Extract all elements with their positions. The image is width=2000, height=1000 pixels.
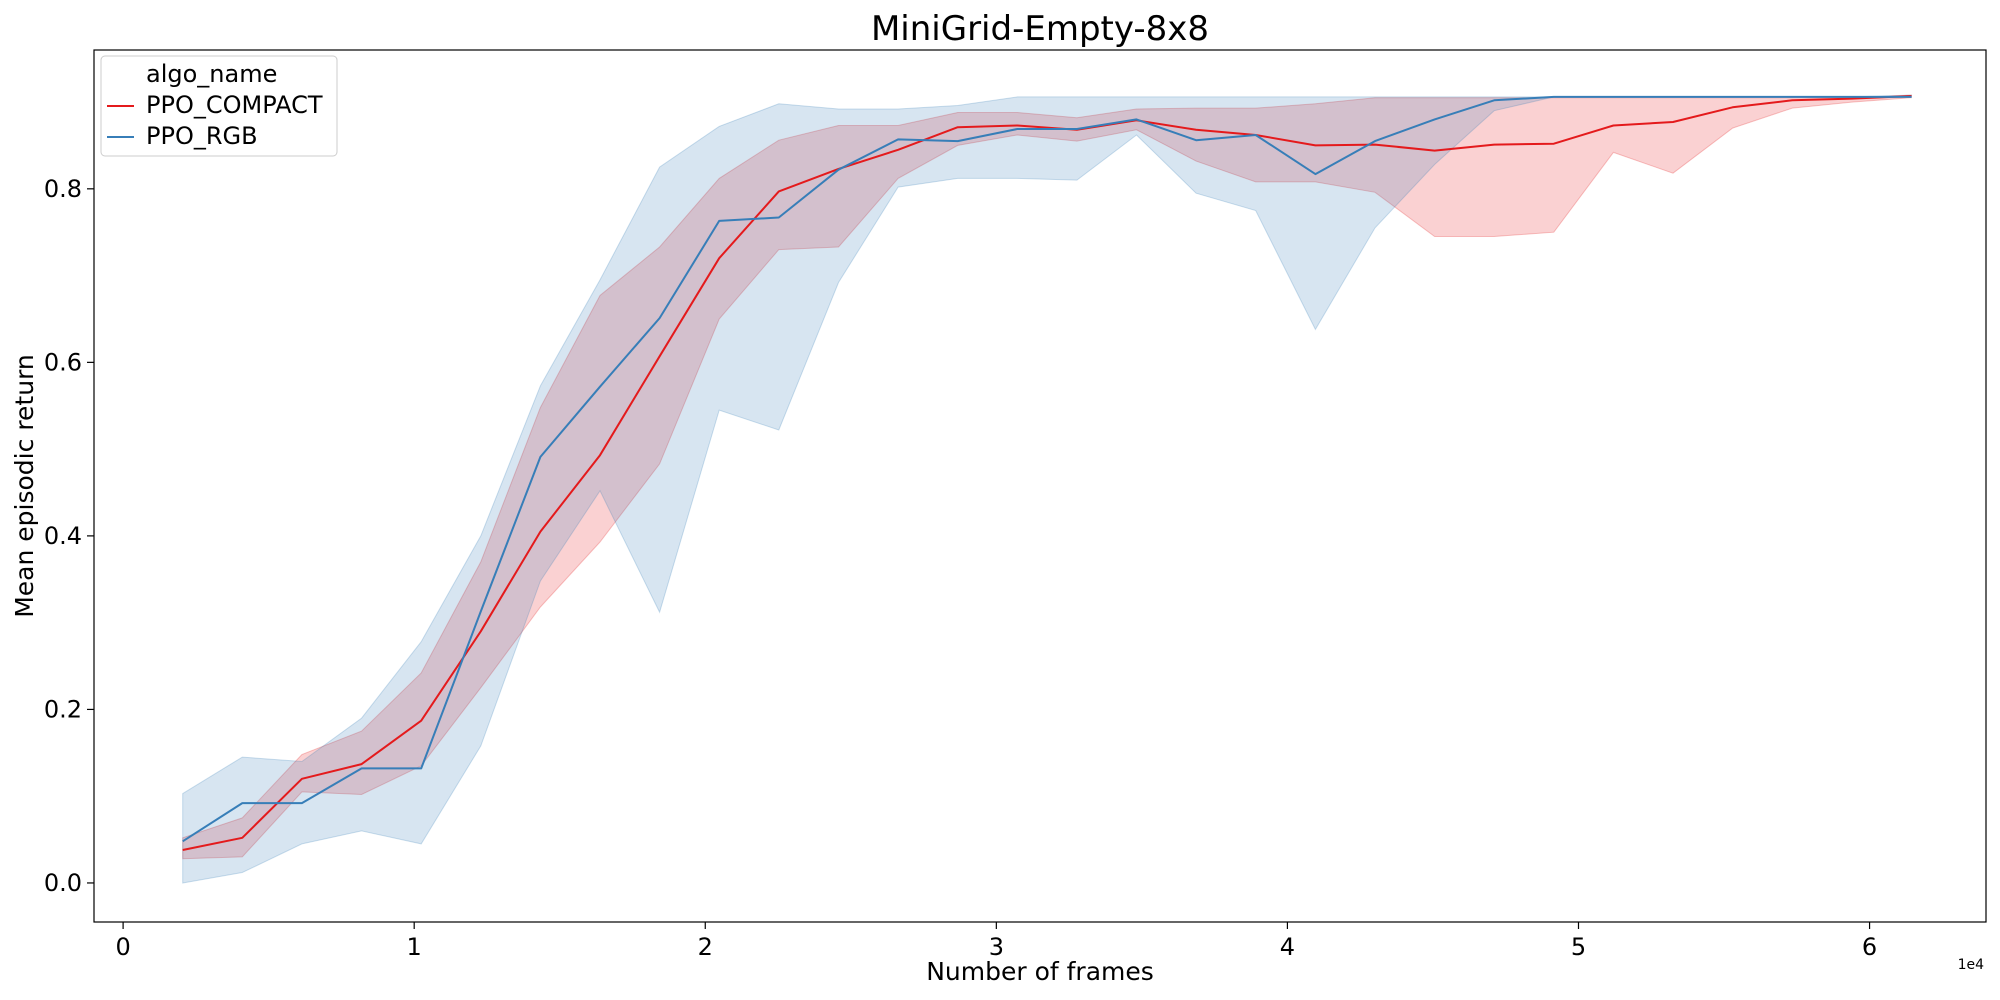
x-tick-label: 4 <box>1280 933 1295 961</box>
y-tick-label: 0.0 <box>44 869 82 897</box>
y-tick-label: 0.6 <box>44 348 82 376</box>
series-line-ppo-rgb <box>182 95 1912 843</box>
y-tick-label: 0.8 <box>44 175 82 203</box>
x-tick-label: 3 <box>989 933 1004 961</box>
series-line-ppo-compact <box>182 95 1912 851</box>
plot-frame <box>93 49 1987 923</box>
series-lines <box>182 95 1912 851</box>
x-tick-label: 1 <box>407 933 422 961</box>
chart-title: MiniGrid-Empty-8x8 <box>871 9 1209 49</box>
legend-title: algo_name <box>146 60 277 88</box>
x-tick-label: 0 <box>115 933 130 961</box>
legend-label-ppo-rgb: PPO_RGB <box>146 122 258 150</box>
y-axis-ticks: 0.0 0.2 0.4 0.6 0.8 <box>44 175 94 897</box>
x-axis-ticks: 0 1 2 3 4 5 6 <box>115 922 1877 961</box>
x-tick-label: 2 <box>698 933 713 961</box>
legend-label-ppo-compact: PPO_COMPACT <box>146 91 323 119</box>
confidence-bands <box>182 94 1912 884</box>
x-tick-label: 6 <box>1862 933 1877 961</box>
legend-box <box>100 55 338 157</box>
y-tick-label: 0.4 <box>44 522 82 550</box>
x-axis-offset-label: 1e4 <box>1958 957 1985 973</box>
x-tick-label: 5 <box>1571 933 1586 961</box>
x-axis-label: Number of frames <box>926 957 1154 986</box>
ci-band-ppo-rgb <box>182 94 1912 884</box>
y-axis-label: Mean episodic return <box>10 354 39 618</box>
legend: algo_name PPO_COMPACT PPO_RGB <box>100 55 338 157</box>
y-tick-label: 0.2 <box>44 695 82 723</box>
